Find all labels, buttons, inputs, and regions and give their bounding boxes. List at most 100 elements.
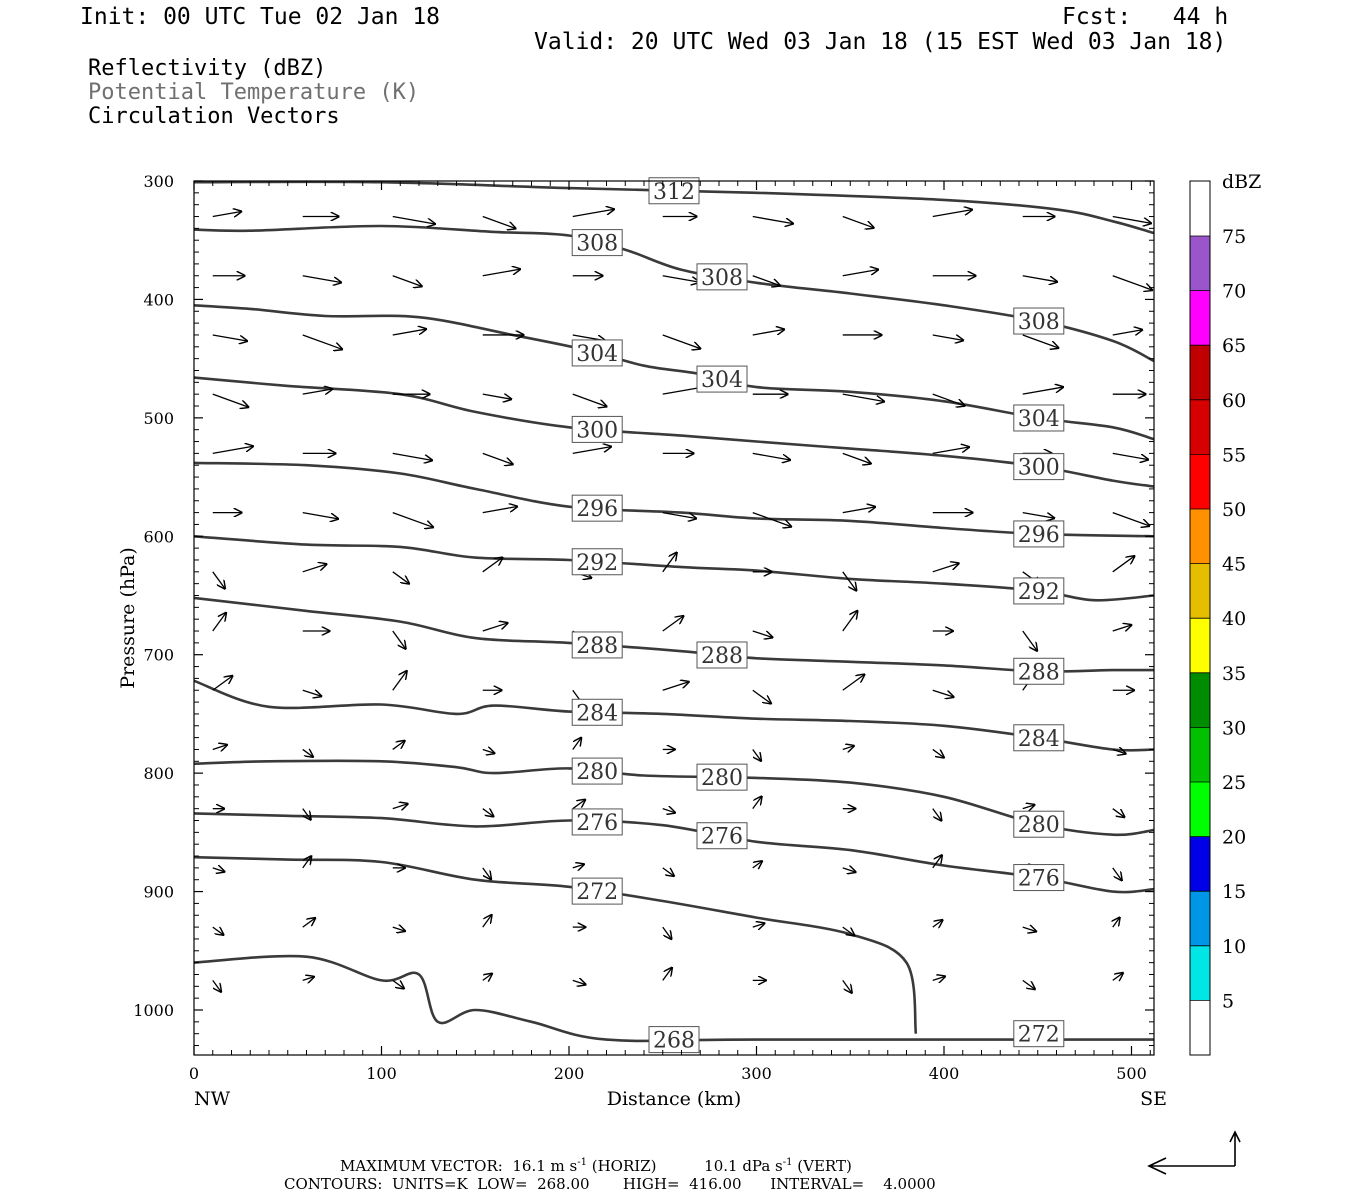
circulation-vector	[392, 671, 407, 691]
contour-label-box	[571, 339, 623, 367]
isentrope-line	[193, 759, 1155, 837]
max-vector-text-b: (HORIZ) 10.1 dPa s	[586, 1157, 783, 1175]
circulation-vector	[482, 867, 491, 879]
contour-label: 296	[576, 497, 618, 522]
isentrope-line	[193, 855, 918, 1034]
circulation-vector	[1112, 452, 1148, 459]
contour-label: 276	[701, 825, 743, 850]
y-tick-label: 400	[143, 290, 174, 309]
circulation-vector	[662, 616, 684, 632]
colorbar-swatch	[1190, 782, 1210, 837]
colorbar-swatch	[1190, 345, 1210, 400]
field-label-circulation-vectors: Circulation Vectors	[88, 104, 340, 129]
circulation-vector	[212, 676, 233, 691]
colorbar-swatch	[1190, 290, 1210, 346]
circulation-vector	[482, 394, 512, 399]
contour-label: 292	[1018, 580, 1060, 605]
colorbar-swatch	[1190, 727, 1210, 782]
x-tick-label: 0	[189, 1064, 199, 1083]
circulation-vector	[842, 746, 854, 750]
circulation-vector	[392, 741, 405, 750]
colorbar-swatch	[1190, 836, 1210, 892]
circulation-vector	[212, 613, 226, 632]
contour-label-box	[571, 415, 623, 443]
circulation-vector	[212, 393, 249, 407]
contour-label: 268	[653, 1029, 695, 1054]
colorbar-swatch	[1190, 454, 1210, 509]
circulation-vector	[1113, 918, 1120, 928]
circulation-vector	[302, 977, 314, 981]
circulation-vector	[212, 980, 221, 991]
circulation-vector	[1112, 749, 1126, 753]
circulation-vector	[302, 749, 313, 756]
circulation-vector	[1112, 275, 1152, 290]
circulation-vector	[752, 329, 785, 336]
circulation-vector	[662, 809, 675, 813]
contour-label: 292	[576, 551, 618, 576]
circulation-vector	[392, 452, 432, 460]
colorbar-level-label: 65	[1222, 335, 1246, 357]
circulation-vector	[572, 980, 586, 984]
circulation-vector	[482, 452, 513, 464]
contour-label: 312	[653, 180, 695, 205]
colorbar-level-label: 45	[1222, 554, 1246, 576]
circulation-vector	[662, 682, 689, 691]
contour-label: 308	[576, 232, 618, 257]
contour-label-box	[1013, 307, 1065, 335]
circulation-vector	[1022, 387, 1063, 395]
y-tick-label: 500	[143, 409, 174, 428]
colorbar-swatch	[1190, 945, 1210, 1001]
colorbar-level-label: 40	[1222, 608, 1246, 630]
contour-label: 300	[576, 418, 618, 443]
colorbar-level-label: 15	[1222, 881, 1246, 903]
colorbar-swatch	[1190, 509, 1210, 564]
x-tick-label: 500	[1116, 1064, 1147, 1083]
circulation-vector	[482, 623, 508, 632]
circulation-vector	[482, 215, 516, 229]
contour-label: 288	[576, 634, 618, 659]
circulation-vector	[842, 980, 852, 992]
contour-label-box	[571, 631, 623, 659]
field-label-potential-temperature: Potential Temperature (K)	[88, 80, 420, 105]
circulation-vector	[212, 571, 225, 589]
circulation-vector	[662, 334, 701, 349]
circulation-vector	[392, 804, 408, 809]
contour-label-box	[696, 822, 748, 850]
colorbar-level-label: 50	[1222, 499, 1246, 521]
circulation-vector	[842, 507, 875, 514]
plot-frame	[193, 180, 1155, 1056]
circulation-vector	[932, 334, 964, 340]
circulation-vector	[392, 979, 404, 988]
circulation-vector	[752, 452, 790, 460]
circulation-vector	[302, 511, 338, 519]
circulation-vector	[1112, 625, 1132, 631]
circulation-vector	[752, 689, 771, 703]
max-vector-line: MAXIMUM VECTOR: 16.1 m s-1 (HORIZ) 10.1 …	[340, 1158, 852, 1174]
y-axis-title: Pressure (hPa)	[117, 547, 139, 689]
circulation-vector	[932, 748, 944, 757]
circulation-vector	[392, 571, 409, 584]
contour-label-box	[571, 757, 623, 785]
colorbar-level-label: 20	[1222, 827, 1246, 849]
circulation-vector	[482, 507, 517, 514]
colorbar-level-label: 35	[1222, 663, 1246, 685]
circulation-vector	[1112, 556, 1135, 573]
isentrope-line	[193, 679, 1155, 752]
circulation-vector	[212, 446, 253, 455]
contour-label: 304	[701, 368, 743, 393]
isentrope-line	[193, 812, 1155, 894]
circulation-vector	[392, 927, 405, 931]
circulation-vector	[392, 511, 433, 528]
circulation-vector	[302, 690, 322, 696]
contour-label-box	[1013, 657, 1065, 685]
max-vector-text-c: (VERT)	[792, 1157, 852, 1175]
circulation-vector	[482, 915, 492, 928]
circulation-vector	[842, 868, 856, 872]
x-tick-label: 300	[741, 1064, 772, 1083]
circulation-vector	[842, 674, 865, 691]
circulation-vector	[302, 918, 315, 928]
x-axis-right-end-label: SE	[1140, 1088, 1167, 1110]
contour-label-box	[571, 494, 623, 522]
colorbar-level-label: 25	[1222, 772, 1246, 794]
